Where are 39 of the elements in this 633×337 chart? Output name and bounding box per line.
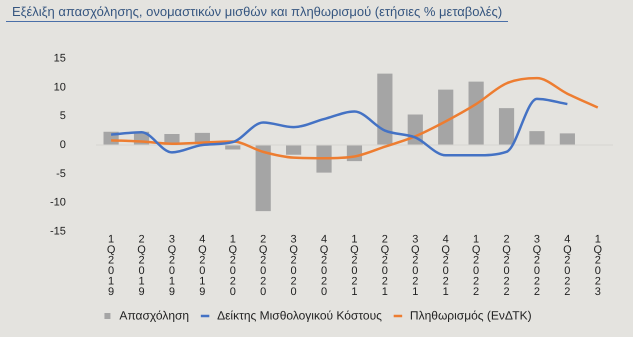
x-tick-label: 1Q 2022 bbox=[472, 234, 481, 298]
y-tick-label: 5 bbox=[60, 110, 66, 122]
bar bbox=[560, 133, 575, 144]
x-tick-label: 3Q 2022 bbox=[532, 234, 542, 298]
bar bbox=[256, 145, 271, 212]
x-tick-label: 1Q 2023 bbox=[594, 234, 603, 298]
x-tick-label: 4Q 2019 bbox=[198, 234, 208, 298]
y-tick-label: -5 bbox=[56, 168, 66, 180]
x-tick-label: 2Q 2020 bbox=[258, 234, 268, 298]
legend-label: Πληθωρισμός (ΕνΔΤΚ) bbox=[410, 308, 532, 322]
x-tick-label: 2Q 2022 bbox=[502, 234, 512, 298]
legend-label: Δείκτης Μισθολογικού Κόστους bbox=[217, 308, 382, 322]
legend-label: Απασχόληση bbox=[119, 308, 190, 322]
x-tick-label: 3Q 2021 bbox=[411, 234, 420, 298]
x-tick-label: 4Q 2021 bbox=[441, 234, 450, 298]
y-tick-label: 10 bbox=[54, 81, 66, 94]
bar bbox=[438, 90, 454, 144]
x-tick-label: 1Q 2020 bbox=[228, 234, 238, 298]
x-tick-label: 3Q 2019 bbox=[168, 234, 177, 298]
x-tick-label: 1Q 2021 bbox=[350, 234, 360, 298]
bar bbox=[377, 74, 392, 144]
y-tick-label: 0 bbox=[60, 138, 66, 151]
bar bbox=[225, 145, 240, 150]
x-tick-label: 4Q 2022 bbox=[563, 234, 572, 298]
y-tick-label: -10 bbox=[50, 196, 66, 209]
bar bbox=[286, 145, 302, 155]
bar bbox=[468, 82, 484, 144]
y-tick-label: -15 bbox=[50, 225, 66, 238]
y-tick-label: 15 bbox=[54, 52, 66, 65]
x-tick-label: 2Q 2019 bbox=[137, 234, 146, 298]
x-tick-label: 3Q 2020 bbox=[289, 234, 298, 298]
bar bbox=[529, 131, 545, 144]
x-tick-label: 4Q 2020 bbox=[320, 234, 329, 298]
line-series bbox=[110, 98, 569, 157]
x-tick-label: 1Q 2019 bbox=[106, 234, 116, 298]
x-tick-label: 2Q 2021 bbox=[380, 234, 390, 298]
bar bbox=[498, 108, 514, 144]
chart-title: Εξέλιξη απασχόλησης, ονομαστικών μισθών και πληθωρισμού (ετήσιες % μεταβολές) bbox=[6, 0, 508, 22]
line-series bbox=[110, 76, 600, 160]
